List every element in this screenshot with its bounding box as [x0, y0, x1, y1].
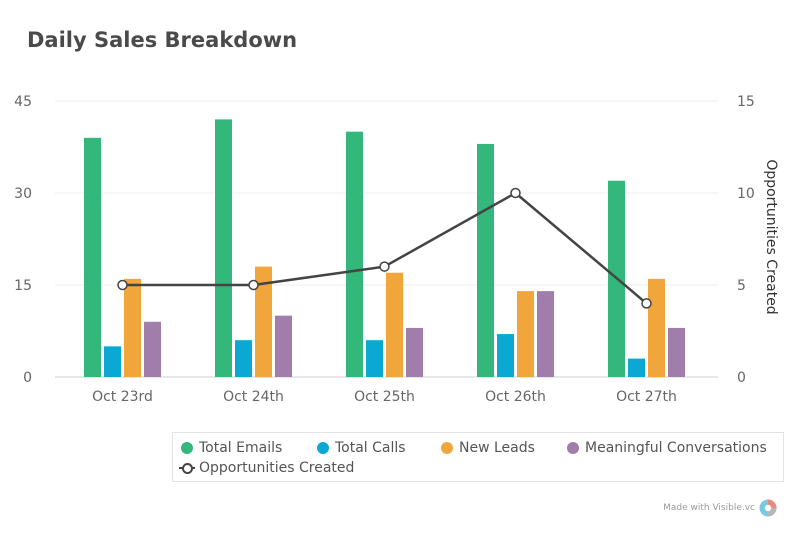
x-tick-label: Oct 24th: [223, 389, 284, 405]
legend-item-total-emails[interactable]: Total Emails: [181, 440, 282, 456]
left-tick-label: 15: [14, 278, 32, 294]
legend-label: Total Calls: [335, 440, 406, 456]
left-tick-label: 0: [23, 370, 32, 386]
bar-meaningful-conversations: [275, 315, 292, 377]
bar-total-calls: [497, 334, 514, 377]
point-opportunities-created: [641, 298, 652, 309]
x-axis-ticks: Oct 23rd Oct 24th Oct 25th Oct 26th Oct 27th: [92, 389, 677, 405]
right-axis-title: Opportunities Created: [763, 159, 779, 314]
left-tick-label: 30: [14, 186, 32, 202]
chart-title: Daily Sales Breakdown: [27, 28, 298, 52]
bar-meaningful-conversations: [668, 327, 685, 377]
x-tick-label: Oct 25th: [354, 389, 415, 405]
right-tick-label: 5: [737, 278, 746, 294]
legend-item-total-calls[interactable]: Total Calls: [317, 440, 406, 456]
legend-item-opportunities-created[interactable]: Opportunities Created: [179, 460, 355, 476]
bar-total-calls: [104, 346, 121, 377]
bar-new-leads: [124, 278, 141, 377]
bar-total-emails: [84, 137, 101, 377]
right-axis-ticks: 0 5 10 15: [737, 94, 755, 386]
visible-logo-icon: [759, 499, 777, 517]
legend-label: New Leads: [459, 440, 535, 456]
bar-total-calls: [366, 340, 383, 377]
legend-label: Opportunities Created: [199, 460, 355, 476]
right-tick-label: 10: [737, 186, 755, 202]
legend-swatch: [567, 442, 579, 454]
bar-total-calls: [235, 340, 252, 377]
bar-total-emails: [215, 119, 232, 378]
left-axis-ticks: 0 15 30 45: [14, 94, 32, 386]
bar-new-leads: [386, 272, 403, 377]
legend-swatch: [441, 442, 453, 454]
bar-meaningful-conversations: [406, 327, 423, 377]
opportunities-line: [117, 187, 652, 309]
bar-meaningful-conversations: [144, 321, 161, 377]
legend: Total Emails Total Calls New Leads Meani…: [172, 432, 784, 482]
footer-credit[interactable]: Made with Visible.vc: [663, 503, 755, 513]
bar-total-emails: [477, 143, 494, 377]
right-tick-label: 0: [737, 370, 746, 386]
x-tick-label: Oct 26th: [485, 389, 546, 405]
left-tick-label: 45: [14, 94, 32, 110]
bar-total-emails: [346, 131, 363, 377]
line-opportunities-created: [122, 191, 648, 305]
legend-swatch: [317, 442, 329, 454]
point-opportunities-created: [510, 187, 521, 199]
legend-item-new-leads[interactable]: New Leads: [441, 440, 535, 456]
x-tick-label: Oct 27th: [616, 389, 677, 405]
point-opportunities-created: [379, 261, 390, 272]
bar-new-leads: [648, 278, 665, 377]
bar-total-calls: [628, 358, 645, 377]
bars: [84, 119, 685, 378]
point-opportunities-created: [248, 279, 259, 291]
legend-item-meaningful-conversations[interactable]: Meaningful Conversations: [567, 440, 767, 456]
point-opportunities-created: [117, 279, 128, 291]
bar-new-leads: [517, 291, 534, 377]
bar-new-leads: [255, 266, 272, 377]
legend-line-swatch: [179, 462, 195, 474]
legend-label: Meaningful Conversations: [585, 440, 767, 456]
right-tick-label: 15: [737, 94, 755, 110]
legend-swatch: [181, 442, 193, 454]
x-tick-label: Oct 23rd: [92, 389, 153, 405]
legend-label: Total Emails: [199, 440, 283, 456]
bar-meaningful-conversations: [537, 291, 554, 377]
